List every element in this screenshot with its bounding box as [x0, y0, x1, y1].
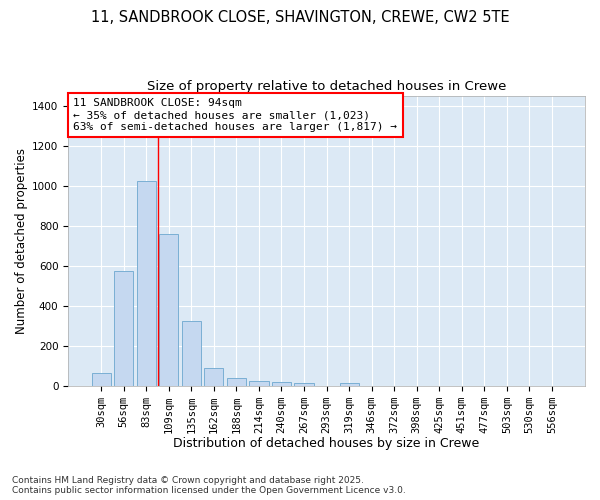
Bar — [159, 234, 178, 386]
Text: Contains HM Land Registry data © Crown copyright and database right 2025.
Contai: Contains HM Land Registry data © Crown c… — [12, 476, 406, 495]
Bar — [114, 270, 133, 386]
Bar — [205, 368, 223, 386]
Bar — [137, 180, 156, 386]
Text: 11, SANDBROOK CLOSE, SHAVINGTON, CREWE, CW2 5TE: 11, SANDBROOK CLOSE, SHAVINGTON, CREWE, … — [91, 10, 509, 25]
Bar — [182, 320, 201, 386]
Bar — [295, 383, 314, 386]
Text: 11 SANDBROOK CLOSE: 94sqm
← 35% of detached houses are smaller (1,023)
63% of se: 11 SANDBROOK CLOSE: 94sqm ← 35% of detac… — [73, 98, 397, 132]
Bar — [250, 381, 269, 386]
Bar — [227, 378, 246, 386]
X-axis label: Distribution of detached houses by size in Crewe: Distribution of detached houses by size … — [173, 437, 479, 450]
Bar — [340, 382, 359, 386]
Y-axis label: Number of detached properties: Number of detached properties — [15, 148, 28, 334]
Title: Size of property relative to detached houses in Crewe: Size of property relative to detached ho… — [147, 80, 506, 93]
Bar — [92, 372, 111, 386]
Bar — [272, 382, 291, 386]
